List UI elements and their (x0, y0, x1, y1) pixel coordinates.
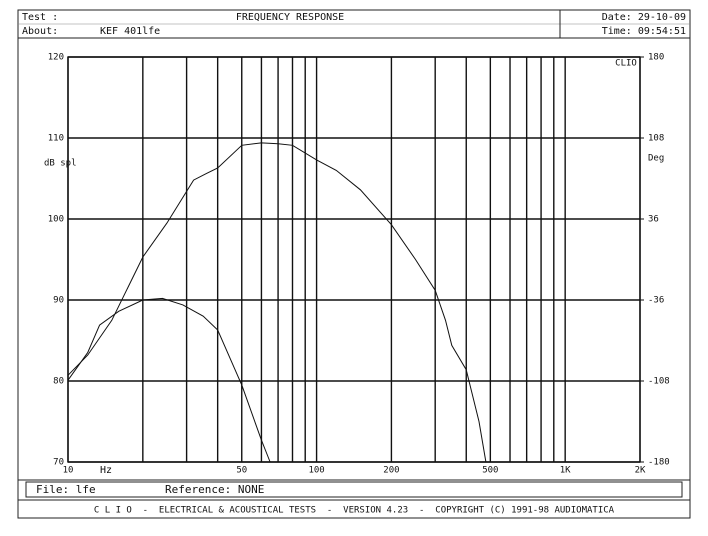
date: Date: 29-10-09 (602, 12, 686, 23)
outer-frame (17, 9, 691, 519)
x-tick-label: 10 (63, 466, 74, 476)
title: FREQUENCY RESPONSE (236, 12, 344, 23)
y2-tick-label: 180 (648, 53, 664, 63)
y-tick-label: 110 (48, 134, 64, 144)
x-tick-label: 500 (482, 466, 498, 476)
test-label: Test : (22, 12, 58, 23)
file: File: lfe (36, 483, 96, 496)
y-label: dB spl (44, 159, 77, 169)
x-tick-label: 200 (383, 466, 399, 476)
y2-tick-label: -36 (648, 296, 664, 306)
y-tick-label: 70 (53, 458, 64, 468)
x-tick-label: 1K (560, 466, 571, 476)
y-tick-label: 80 (53, 377, 64, 387)
y2-tick-label: 36 (648, 215, 659, 225)
response-curve (67, 297, 271, 463)
about-value: KEF 401lfe (100, 26, 160, 37)
x-tick-label: 2K (635, 466, 646, 476)
time: Time: 09:54:51 (602, 26, 686, 37)
x-tick-label: 100 (308, 466, 324, 476)
reference: Reference: NONE (165, 483, 264, 496)
file-box (25, 481, 683, 498)
about-label: About: (22, 26, 58, 37)
credits: C L I O - ELECTRICAL & ACOUSTICAL TESTS … (94, 506, 615, 516)
y-tick-label: 100 (48, 215, 64, 225)
y2-tick-label: -108 (648, 377, 670, 387)
y-tick-label: 90 (53, 296, 64, 306)
logo: CLIO (615, 59, 637, 69)
y2-tick-label: -180 (648, 458, 670, 468)
response-curve (67, 142, 487, 463)
x-label: Hz (100, 465, 112, 476)
x-tick-label: 50 (236, 466, 247, 476)
y2-tick-label: 108 (648, 134, 664, 144)
y-tick-label: 120 (48, 53, 64, 63)
y2-label: Deg (648, 154, 664, 164)
